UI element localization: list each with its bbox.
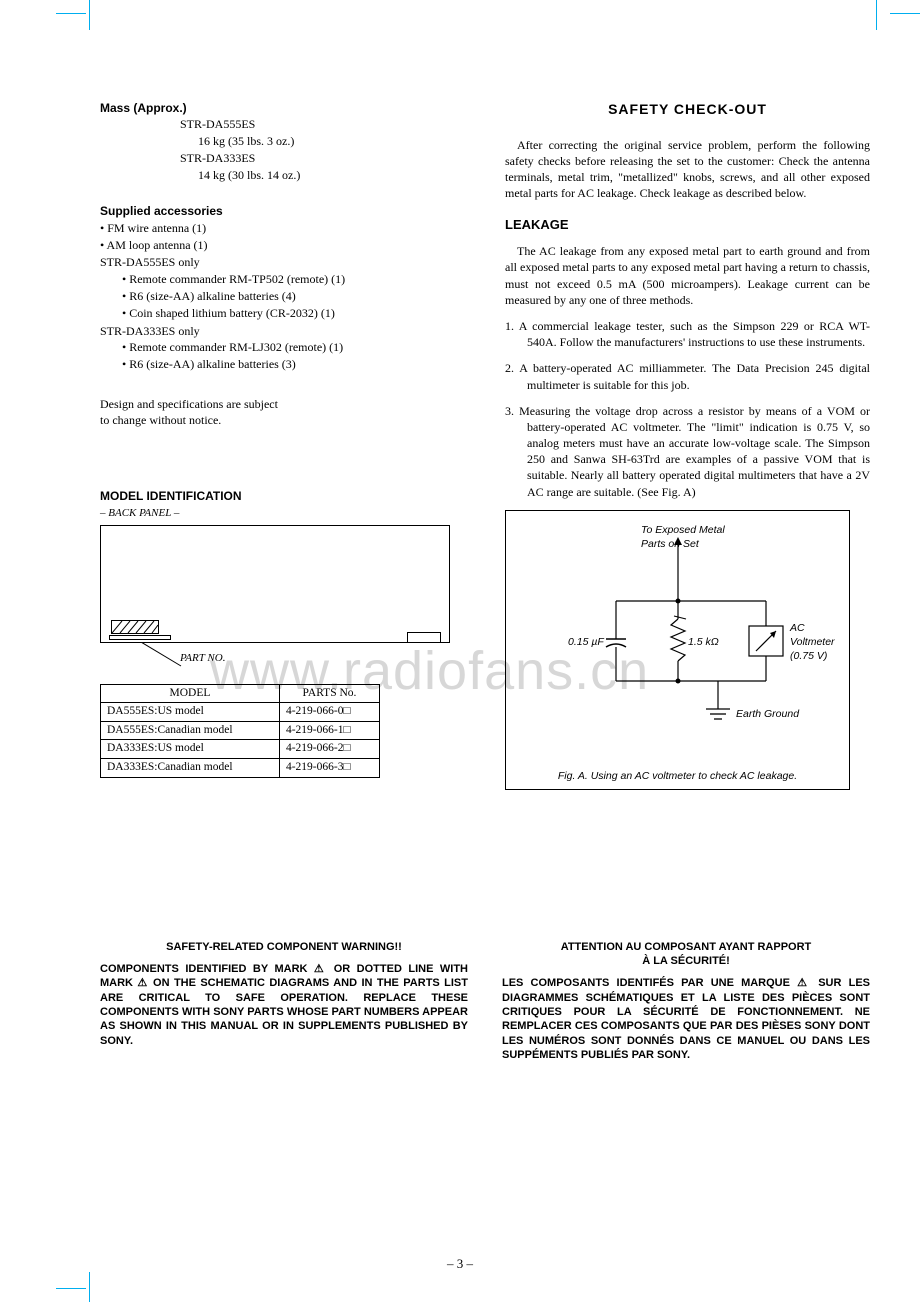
list-item: AM loop antenna (1) (100, 237, 465, 254)
acc-555-title: STR-DA555ES only (100, 254, 465, 270)
table-cell: 4-219-066-0□ (279, 703, 379, 722)
mass-line: STR-DA333ES (180, 150, 465, 167)
mass-heading: Mass (Approx.) (100, 100, 465, 116)
leakage-title: LEAKAGE (505, 216, 870, 234)
design-note: to change without notice. (100, 412, 465, 428)
list-item: Measuring the voltage drop across a resi… (505, 403, 870, 500)
warning-title-fr: À LA SÉCURITÉ! (642, 955, 730, 967)
part-no-label: PART NO. (180, 651, 465, 666)
leakage-paragraph: The AC leakage from any exposed metal pa… (505, 243, 870, 308)
circuit-label: AC (790, 621, 835, 635)
acc-333-title: STR-DA333ES only (100, 323, 465, 339)
table-header: PARTS No. (279, 684, 379, 703)
circuit-label: (0.75 V) (790, 649, 835, 663)
table-cell: 4-219-066-3□ (279, 758, 379, 777)
model-table: MODEL PARTS No. DA555ES:US model4-219-06… (100, 684, 380, 778)
list-item: Remote commander RM-LJ302 (remote) (1) (122, 339, 465, 356)
mass-line: 14 kg (30 lbs. 14 oz.) (198, 167, 465, 184)
model-id-title: MODEL IDENTIFICATION (100, 488, 465, 504)
table-cell: 4-219-066-1□ (279, 721, 379, 740)
list-item: A commercial leakage tester, such as the… (505, 318, 870, 350)
list-item: Remote commander RM-TP502 (remote) (1) (122, 271, 465, 288)
list-item: Coin shaped lithium battery (CR-2032) (1… (122, 305, 465, 322)
table-cell: DA333ES:US model (101, 740, 280, 759)
warning-body-fr: LES COMPOSANTS IDENTIFÉS PAR UNE MARQUE … (502, 976, 870, 1062)
circuit-label: Voltmeter (790, 635, 835, 649)
table-cell: DA555ES:Canadian model (101, 721, 280, 740)
circuit-label: Earth Ground (736, 707, 799, 721)
table-cell: DA333ES:Canadian model (101, 758, 280, 777)
table-cell: DA555ES:US model (101, 703, 280, 722)
back-panel-label: – BACK PANEL – (100, 506, 465, 521)
table-cell: 4-219-066-2□ (279, 740, 379, 759)
warning-body-en: COMPONENTS IDENTIFIED BY MARK ⚠ OR DOTTE… (100, 962, 468, 1048)
safety-paragraph: After correcting the original service pr… (505, 137, 870, 202)
circuit-caption: Fig. A. Using an AC voltmeter to check A… (506, 769, 849, 783)
design-note: Design and specifications are subject (100, 396, 465, 412)
table-header: MODEL (101, 684, 280, 703)
circuit-label: 0.15 µF (568, 635, 604, 649)
page-number: – 3 – (0, 1256, 920, 1272)
accessories-heading: Supplied accessories (100, 203, 465, 219)
circuit-label: Parts on Set (641, 537, 725, 551)
circuit-diagram: To Exposed Metal Parts on Set 0.15 µF 1.… (505, 510, 850, 790)
warning-title-en: SAFETY-RELATED COMPONENT WARNING!! (100, 940, 468, 954)
list-item: A battery-operated AC milliammeter. The … (505, 360, 870, 392)
warning-title-fr: ATTENTION AU COMPOSANT AYANT RAPPORT (561, 941, 812, 953)
circuit-label: To Exposed Metal (641, 523, 725, 537)
list-item: FM wire antenna (1) (100, 220, 465, 237)
safety-checkout-title: SAFETY CHECK-OUT (505, 100, 870, 119)
mass-line: STR-DA555ES (180, 116, 465, 133)
circuit-label: 1.5 kΩ (688, 635, 719, 649)
back-panel-diagram (100, 525, 450, 643)
list-item: R6 (size-AA) alkaline batteries (4) (122, 288, 465, 305)
list-item: R6 (size-AA) alkaline batteries (3) (122, 356, 465, 373)
mass-line: 16 kg (35 lbs. 3 oz.) (198, 133, 465, 150)
